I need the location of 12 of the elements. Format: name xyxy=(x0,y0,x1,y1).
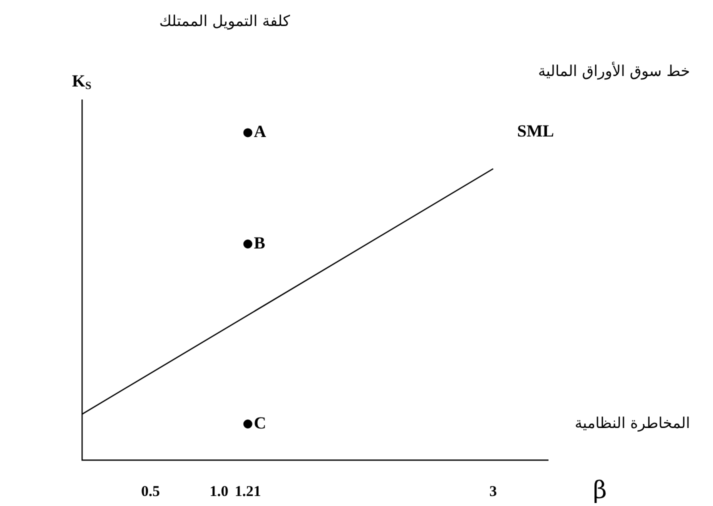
series-label: C xyxy=(254,413,266,432)
x-tick-label: 1.21 xyxy=(234,484,261,500)
x-tick-label: 0.5 xyxy=(141,484,160,500)
annotation: SML xyxy=(517,121,554,140)
text: كلفة التمويل الممتلك xyxy=(159,12,291,30)
x-tick-label: 3 xyxy=(489,484,497,500)
text: خط سوق الأوراق المالية xyxy=(538,60,690,80)
x-tick-label: 1.0 xyxy=(210,484,228,500)
text: المخاطرة النظامية xyxy=(574,414,690,432)
series-label: B xyxy=(254,233,266,252)
series-label: A xyxy=(254,122,267,142)
x-axis-title: β xyxy=(593,476,607,504)
